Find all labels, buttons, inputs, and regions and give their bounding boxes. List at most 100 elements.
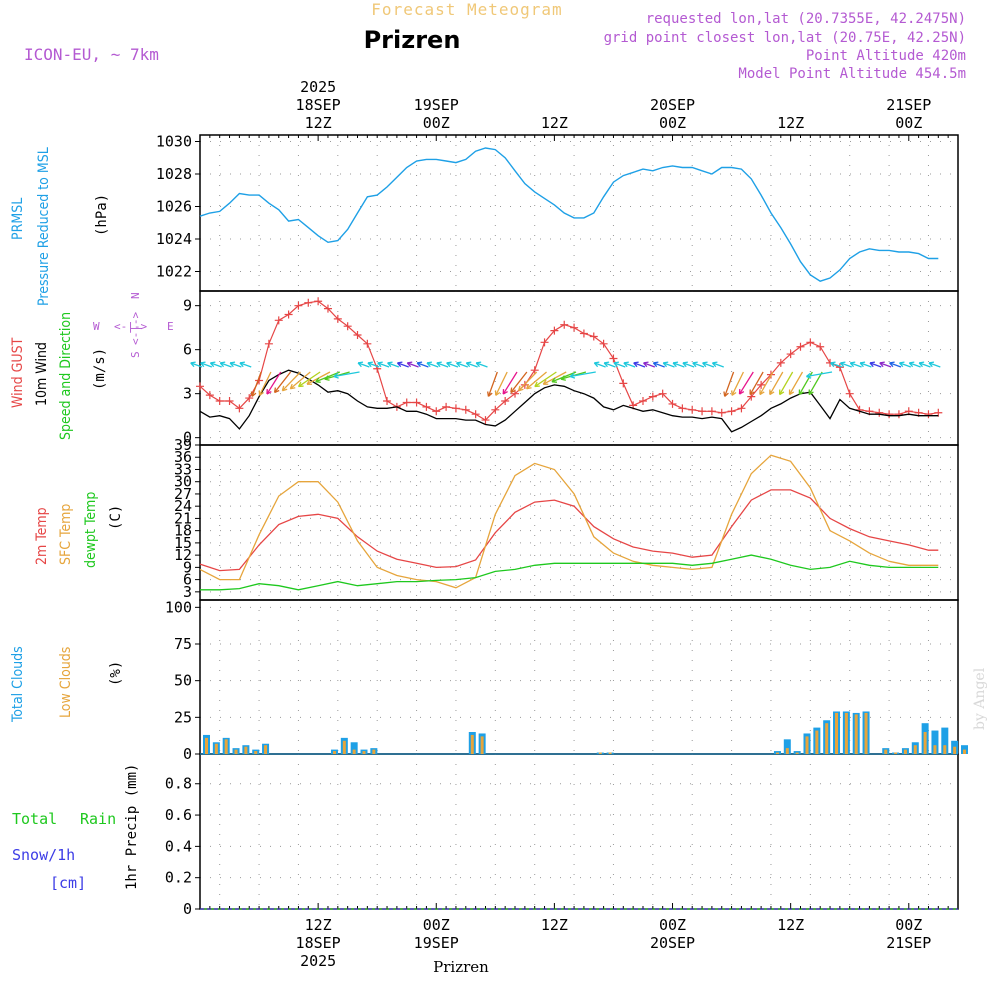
wind-arrow-head xyxy=(475,361,482,368)
wind-arrow-head xyxy=(788,389,795,396)
wind-unit-label: (m/s) xyxy=(92,348,108,390)
wind-direction-arrow xyxy=(274,371,292,393)
clouds-y-tick-label: 0 xyxy=(183,745,192,763)
wind-arrow-head xyxy=(446,361,452,368)
wind-arrow-head xyxy=(487,391,493,397)
gust-marker xyxy=(550,326,559,335)
wind-arrow-head xyxy=(633,361,639,368)
wind-direction-arrow xyxy=(502,371,518,395)
gust-marker xyxy=(707,407,716,416)
total-label: Total xyxy=(12,810,57,828)
bottom-time-label: 00Z xyxy=(895,916,922,934)
top-time-label: 00Z xyxy=(659,114,686,132)
low-cloud-bar xyxy=(332,751,336,754)
compass-rose: W <-|-> E N S <-|-> xyxy=(93,292,174,358)
wind-arrow-head xyxy=(672,361,679,368)
wind-arrow-head xyxy=(928,361,935,368)
gust-marker xyxy=(698,407,707,416)
wind-arrow-head xyxy=(623,361,629,368)
top-time-label: 20SEP xyxy=(650,96,695,114)
gust-marker xyxy=(343,322,352,331)
gust-marker xyxy=(422,402,431,411)
gust-marker xyxy=(885,410,894,419)
gust-marker xyxy=(816,342,825,351)
wind10m-label: 10m Wind xyxy=(34,342,50,406)
low-cloud-bar xyxy=(372,749,376,754)
wind-arrow-head xyxy=(416,361,423,368)
model-altitude: Model Point Altitude 454.5m xyxy=(738,66,966,82)
sfc-temp-line xyxy=(199,454,939,589)
top-time-label: 00Z xyxy=(895,114,922,132)
wind-arrow-head xyxy=(652,361,659,368)
gust-label: Wind GUST xyxy=(10,337,26,408)
low-cloud-bar xyxy=(352,749,356,754)
gust-marker xyxy=(245,394,254,403)
gust-marker xyxy=(589,332,598,341)
wind-arrow-head xyxy=(908,361,915,368)
wind-arrow-head xyxy=(759,389,765,396)
wind-direction-arrow xyxy=(466,362,478,368)
bottom-time-label: 18SEP xyxy=(296,934,341,952)
total-cloud-bar xyxy=(931,730,939,754)
temperature-y-tick-label: 27 xyxy=(174,485,192,503)
wind-direction-arrow xyxy=(879,362,892,368)
requested-coords: requested lon,lat (20.7355E, 42.2475N) xyxy=(646,11,966,27)
wind-arrow-head xyxy=(306,379,313,385)
rain-label: Rain xyxy=(80,810,116,828)
model-label: ICON-EU, ~ 7km xyxy=(24,45,159,64)
wind-arrow-head xyxy=(560,375,566,381)
gust-marker xyxy=(205,391,214,400)
wind-arrow-head xyxy=(526,383,532,390)
wind-direction-arrow xyxy=(731,371,745,396)
wind-direction-arrow xyxy=(518,371,538,392)
wind-direction-arrow xyxy=(603,362,616,368)
wind-arrow-head xyxy=(839,361,846,368)
wind-arrow-head xyxy=(297,381,304,388)
wind-y-tick-label: 9 xyxy=(183,297,192,315)
gust-marker xyxy=(314,297,323,306)
pressure-line xyxy=(199,147,939,282)
low-cloud-bar xyxy=(480,736,484,754)
wind-direction-arrow xyxy=(289,371,311,390)
wind-arrow-head xyxy=(542,379,549,385)
bottom-time-label: 20SEP xyxy=(650,934,695,952)
wind-arrow-head xyxy=(219,361,226,368)
wind-arrow-head xyxy=(702,361,708,368)
low-cloud-bar xyxy=(953,746,957,754)
gust-line xyxy=(199,300,939,421)
precip-axis-label: 1hr Precip (mm) xyxy=(124,764,140,890)
wind-direction-arrow xyxy=(357,362,370,368)
dewpt-line xyxy=(200,554,939,591)
low-cloud-bar xyxy=(342,740,346,754)
gust-marker xyxy=(835,363,844,372)
wind-direction-arrow xyxy=(724,371,735,397)
point-altitude: Point Altitude 420m xyxy=(806,48,966,64)
wind-frame xyxy=(199,290,959,446)
wind-direction-arrow xyxy=(333,371,360,378)
wind-arrow-head xyxy=(436,361,442,368)
wind-arrow-head xyxy=(396,361,403,368)
low-cloud-bar xyxy=(234,749,238,754)
low-cloud-bar xyxy=(943,745,947,754)
wind-direction-arrow xyxy=(779,371,794,395)
wind-direction-arrow xyxy=(416,362,429,368)
temp2m-line xyxy=(199,489,939,572)
wind-direction-arrow xyxy=(495,371,508,396)
wind-direction-arrow xyxy=(869,362,882,368)
wind-direction-arrow xyxy=(475,362,488,368)
gust-marker xyxy=(619,379,628,388)
temp-labels: 2m Temp SFC Temp dewpt Temp (C) xyxy=(34,492,124,568)
wind-arrow-head xyxy=(518,385,524,392)
wind-direction-arrow xyxy=(788,371,804,395)
temperature-y-tick-label: 30 xyxy=(174,473,192,491)
gust-marker xyxy=(796,342,805,351)
pressure-unit-label: (hPa) xyxy=(94,194,110,236)
low-cloud-bar xyxy=(775,752,779,754)
wind-arrow-head xyxy=(357,361,364,368)
chart-title: Prizren xyxy=(364,26,461,54)
wind-direction-arrow xyxy=(229,362,242,368)
wind-speed-dir-label: Speed and Direction xyxy=(58,312,74,440)
gust-marker xyxy=(491,405,500,414)
wind-direction-arrow xyxy=(446,362,459,368)
